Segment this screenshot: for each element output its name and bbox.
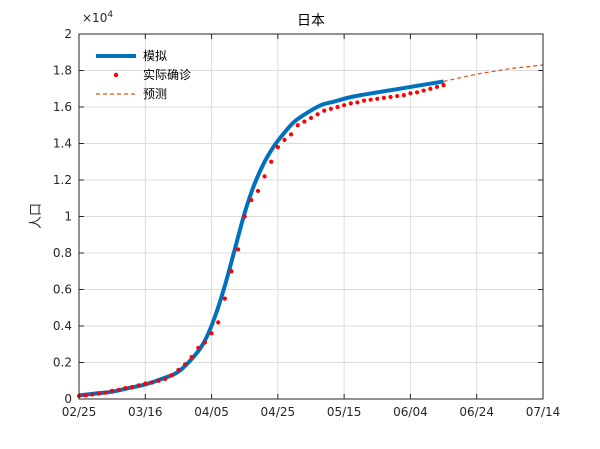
forecast-line xyxy=(443,64,544,83)
actual-point xyxy=(123,385,128,391)
actual-point xyxy=(375,96,380,101)
y-tick-label: 0.8 xyxy=(53,246,72,260)
y-tick-label: 0.2 xyxy=(53,356,72,370)
actual-point xyxy=(129,385,135,390)
actual-point xyxy=(408,91,413,96)
actual-point xyxy=(262,174,267,179)
actual-point xyxy=(441,83,446,88)
series-layer xyxy=(76,64,544,398)
actual-point xyxy=(302,119,307,124)
actual-point xyxy=(322,108,327,113)
y-tick-label: 1 xyxy=(64,210,72,224)
actual-point xyxy=(176,367,181,372)
y-axis-label: 人口 xyxy=(29,203,44,229)
actual-point xyxy=(269,159,274,164)
x-tick-label: 05/15 xyxy=(327,405,362,419)
x-tick-label: 06/24 xyxy=(459,405,494,419)
actual-point xyxy=(308,115,314,121)
actual-point xyxy=(189,354,194,360)
actual-point xyxy=(355,100,360,105)
actual-point xyxy=(169,373,174,378)
actual-point xyxy=(242,214,247,219)
y-tick-label: 0.4 xyxy=(53,319,72,333)
actual-point xyxy=(328,106,333,111)
legend-label-forecast: 预测 xyxy=(143,87,167,101)
actual-point xyxy=(401,93,406,98)
actual-point xyxy=(414,90,420,95)
actual-point xyxy=(90,392,95,397)
actual-point xyxy=(136,383,141,388)
actual-point xyxy=(348,101,353,106)
actual-point xyxy=(229,269,234,274)
actual-point xyxy=(182,362,188,367)
y-tick-label: 1.4 xyxy=(53,137,72,151)
actual-point xyxy=(282,137,287,142)
actual-point xyxy=(388,94,393,100)
actual-point xyxy=(368,97,373,102)
actual-point xyxy=(275,145,280,150)
actual-point xyxy=(202,340,208,345)
y-tick-label: 1.8 xyxy=(53,64,72,78)
y-exponent-label: ×104 xyxy=(82,10,113,25)
actual-point xyxy=(295,123,300,128)
y-tick-label: 0 xyxy=(64,392,72,406)
actual-point xyxy=(149,380,155,385)
y-tick-label: 1.6 xyxy=(53,100,72,114)
actual-point xyxy=(255,188,261,194)
x-tick-label: 02/25 xyxy=(62,405,97,419)
actual-point xyxy=(421,88,426,93)
actual-point xyxy=(434,84,440,90)
actual-point xyxy=(249,197,254,203)
actual-point xyxy=(342,103,347,108)
actual-point xyxy=(335,104,340,110)
x-tick-label: 04/05 xyxy=(194,405,229,419)
x-tick-label: 03/16 xyxy=(128,405,163,419)
actual-point xyxy=(103,390,108,395)
y-tick-label: 1.2 xyxy=(53,173,72,187)
actual-point xyxy=(395,93,400,99)
chart-title: 日本 xyxy=(297,13,325,29)
actual-point xyxy=(83,393,88,398)
legend-swatch-actual xyxy=(113,72,119,78)
actual-point xyxy=(315,112,320,117)
actual-point xyxy=(96,391,101,396)
actual-point xyxy=(289,132,294,137)
x-tick-label: 04/25 xyxy=(261,405,296,419)
actual-point xyxy=(428,86,433,91)
y-tick-label: 2 xyxy=(64,27,72,41)
legend-label-actual: 实际确诊 xyxy=(143,67,191,82)
x-tick-label: 06/04 xyxy=(393,405,428,419)
actual-point xyxy=(361,98,367,103)
actual-point xyxy=(110,388,115,393)
actual-point xyxy=(196,345,201,350)
actual-point xyxy=(235,247,241,252)
actual-point xyxy=(216,320,221,325)
actual-point xyxy=(143,381,148,386)
actual-point xyxy=(209,331,214,336)
x-tick-label: 07/14 xyxy=(526,405,561,419)
actual-point xyxy=(381,95,387,100)
ticks: 02/25 03/16 04/05 04/25 05/15 06/04 06/24 07/14… xyxy=(53,27,560,419)
actual-point xyxy=(116,387,121,392)
legend-label-simulated: 模拟 xyxy=(143,49,167,63)
actual-point xyxy=(163,376,168,382)
y-tick-label: 0.6 xyxy=(53,283,72,297)
legend: 模拟 实际确诊 预测 xyxy=(96,49,191,101)
actual-point xyxy=(222,296,227,301)
actual-point xyxy=(156,378,161,383)
